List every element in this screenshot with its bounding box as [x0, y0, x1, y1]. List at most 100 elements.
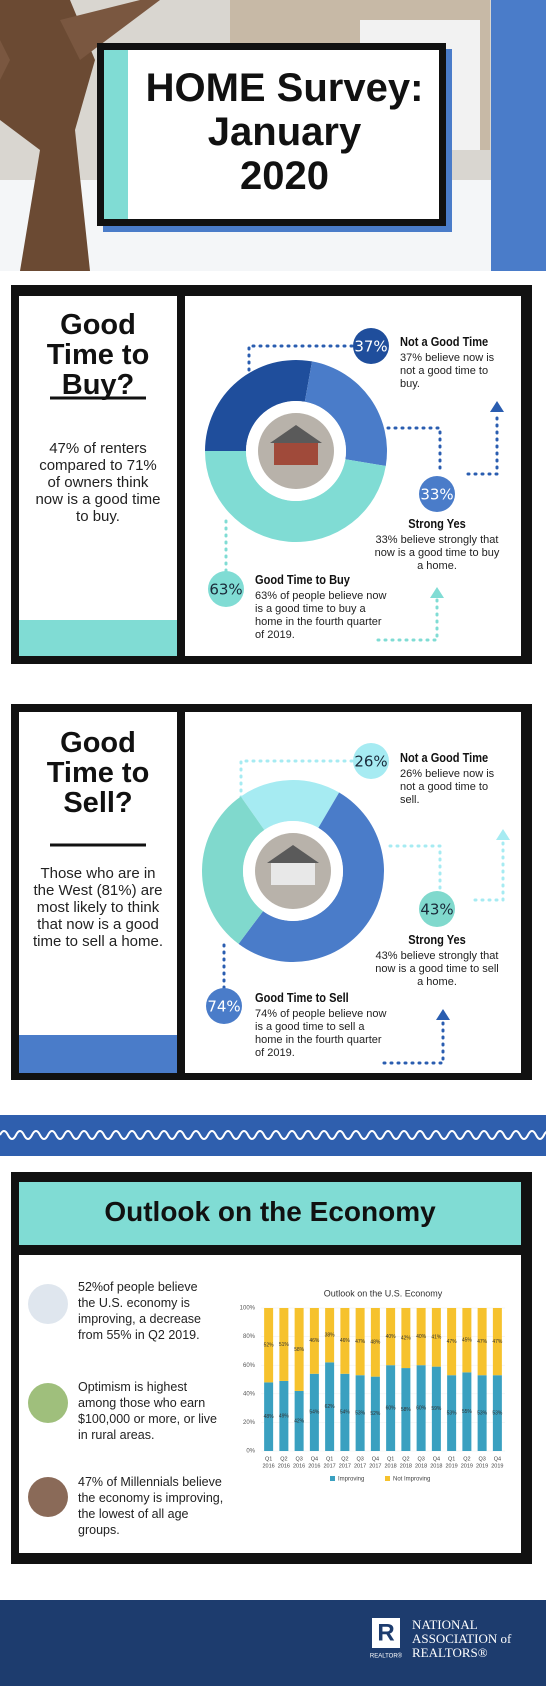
y-tick-label: 100%: [240, 1306, 256, 1312]
title-line: Good: [60, 727, 136, 759]
economy-point: Optimism is highest among those who earn…: [78, 1380, 217, 1442]
arrow-head: [496, 829, 510, 840]
title-line: Time to: [46, 757, 150, 789]
value-label: 52%: [370, 1411, 381, 1417]
value-label: 26%: [354, 753, 387, 771]
x-tick-label: 2018: [415, 1463, 427, 1469]
bar: [355, 1375, 365, 1451]
value-label: 48%: [264, 1414, 275, 1420]
value-label: 42%: [294, 1418, 305, 1424]
arrow-head: [436, 1009, 450, 1020]
x-tick-label: Q4: [433, 1456, 440, 1462]
bar: [370, 1376, 380, 1451]
sell-left-panel: [19, 712, 177, 1073]
value-label: 63%: [209, 581, 242, 599]
x-tick-label: Q1: [265, 1456, 272, 1462]
arrow-head: [490, 401, 504, 412]
economy-point: 52%of people believe the U.S. economy is…: [78, 1280, 201, 1342]
bar: [431, 1308, 441, 1367]
org-name: NATIONAL ASSOCIATION of REALTORS®: [412, 1618, 511, 1660]
connector: [376, 596, 439, 642]
connector: [239, 759, 354, 802]
bar: [401, 1308, 411, 1369]
chart-title: Outlook on the U.S. Economy: [324, 1288, 443, 1298]
buy-left-panel: [19, 296, 177, 656]
value-label: 40%: [416, 1334, 427, 1340]
y-tick-label: 0%: [246, 1449, 255, 1455]
bar: [325, 1362, 335, 1451]
logo-box: [372, 1618, 400, 1648]
value-label: 74%: [207, 998, 240, 1016]
buy-panel-bar: [19, 620, 177, 656]
title-line: Good: [60, 309, 136, 341]
y-tick-label: 80%: [243, 1334, 256, 1340]
x-tick-label: 2016: [278, 1463, 290, 1469]
icon: [28, 1284, 68, 1324]
value-label: 40%: [386, 1334, 397, 1340]
value-badge: [419, 891, 455, 927]
value-label: 38%: [325, 1332, 336, 1338]
section-title: Good Time to Sell?: [19, 728, 177, 818]
tree-trunk: [0, 0, 95, 271]
bar: [279, 1308, 289, 1381]
connector: [382, 1018, 445, 1065]
x-tick-label: 2019: [476, 1463, 488, 1469]
value-badge: [353, 328, 389, 364]
bar: [492, 1375, 502, 1451]
y-tick-label: 60%: [243, 1363, 256, 1369]
bar: [416, 1308, 426, 1366]
item-text: 26% believe now is not a good time to se…: [400, 768, 495, 806]
value-label: 46%: [340, 1338, 351, 1344]
photo-house: [274, 441, 318, 465]
item-text: 33% believe strongly that now is a good …: [374, 534, 500, 572]
title-line: 2020: [240, 154, 329, 198]
x-tick-label: 2019: [491, 1463, 503, 1469]
economy-point: 47% of Millennials believe the economy i…: [78, 1475, 224, 1537]
value-label: 46%: [309, 1338, 320, 1344]
x-tick-label: Q2: [402, 1456, 409, 1462]
bar: [416, 1365, 426, 1451]
item-text: 74% of people believe now is a good time…: [255, 1008, 387, 1059]
sell-panel-bar: [19, 1035, 177, 1073]
value-label: 62%: [325, 1404, 336, 1410]
legend-swatch: [330, 1476, 335, 1481]
donut-segment: [238, 792, 385, 963]
x-tick-label: 2017: [339, 1463, 351, 1469]
value-label: 54%: [340, 1410, 351, 1416]
title-stripe: [104, 50, 128, 219]
bar: [447, 1375, 457, 1451]
legend-label: Not Improving: [393, 1477, 430, 1483]
connector: [388, 844, 442, 892]
value-label: 59%: [431, 1406, 442, 1412]
bar: [492, 1308, 502, 1376]
x-tick-label: Q1: [387, 1456, 394, 1462]
economy-title: Outlook on the Economy: [104, 1196, 436, 1227]
value-label: 53%: [477, 1410, 488, 1416]
logo-mark: R: [377, 1619, 394, 1646]
x-tick-label: Q4: [494, 1456, 501, 1462]
value-label: 37%: [354, 338, 387, 356]
value-badge: [206, 988, 242, 1024]
x-tick-label: Q2: [341, 1456, 348, 1462]
org-line: ASSOCIATION of: [412, 1631, 512, 1646]
x-tick-label: Q4: [311, 1456, 318, 1462]
bar: [462, 1308, 472, 1373]
x-tick-label: Q1: [448, 1456, 455, 1462]
title-line: Time to: [46, 339, 150, 371]
bar: [325, 1308, 335, 1363]
x-tick-label: 2019: [446, 1463, 458, 1469]
value-label: 43%: [420, 901, 453, 919]
bar: [431, 1366, 441, 1451]
item-heading: Good Time to Sell: [255, 990, 349, 1005]
x-tick-label: Q2: [280, 1456, 287, 1462]
bar: [477, 1375, 487, 1451]
value-label: 33%: [420, 486, 453, 504]
wave: [0, 1130, 546, 1140]
bar: [462, 1372, 472, 1451]
bar: [477, 1308, 487, 1376]
value-label: 53%: [447, 1410, 458, 1416]
footer: [0, 1600, 546, 1686]
section-note: 47% of renters compared to 71% of owners…: [35, 440, 161, 525]
title-line: January: [207, 110, 362, 154]
